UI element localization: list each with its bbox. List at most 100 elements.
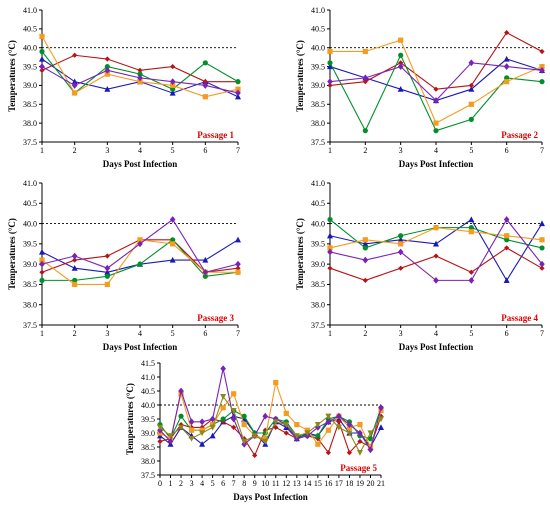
x-tick-label: 1: [169, 479, 173, 488]
series-4: [327, 225, 545, 251]
y-tick-label: 38.0: [311, 301, 325, 310]
y-tick-label: 39.0: [23, 81, 37, 90]
data-point: [170, 241, 176, 247]
data-point: [362, 277, 368, 283]
data-point: [468, 86, 475, 92]
data-point: [104, 56, 110, 62]
data-point: [504, 245, 510, 251]
data-point: [252, 452, 258, 458]
data-point: [39, 33, 45, 39]
data-point: [167, 433, 174, 439]
data-point: [468, 216, 475, 223]
data-point: [397, 86, 404, 92]
data-point: [325, 450, 331, 456]
x-tick-label: 6: [505, 329, 509, 338]
y-tick-label: 40.5: [311, 199, 325, 208]
y-tick-label: 38.5: [311, 280, 325, 289]
y-tick-label: 39.5: [311, 62, 325, 71]
data-point: [230, 415, 237, 423]
data-point: [468, 229, 474, 235]
data-point: [262, 438, 269, 445]
data-point: [235, 269, 241, 275]
passage-label: Passage 1: [197, 130, 234, 140]
data-point: [235, 260, 241, 268]
data-point: [362, 128, 368, 134]
data-point: [362, 256, 369, 264]
y-tick-label: 38.5: [23, 100, 37, 109]
data-point: [539, 265, 545, 271]
y-tick-label: 41.0: [311, 179, 325, 188]
data-point: [169, 256, 176, 263]
x-tick-label: 0: [158, 479, 162, 488]
y-tick-label: 40.0: [141, 401, 155, 410]
data-point: [235, 236, 241, 243]
data-point: [235, 89, 241, 97]
data-point: [378, 404, 384, 412]
data-point: [398, 265, 404, 271]
data-point: [137, 240, 143, 248]
data-point: [378, 416, 384, 423]
y-tick-label: 40.5: [311, 25, 325, 34]
x-tick-label: 1: [328, 146, 332, 155]
data-point: [362, 245, 368, 251]
series-4: [327, 37, 545, 126]
passage-label: Passage 5: [340, 463, 377, 473]
data-point: [357, 438, 363, 444]
y-tick-label: 39.5: [141, 415, 155, 424]
data-point: [327, 248, 333, 256]
data-point: [362, 240, 369, 247]
data-point: [293, 433, 300, 439]
x-tick-label: 2: [73, 329, 77, 338]
data-point: [202, 60, 208, 66]
y-tick-label: 40.5: [23, 25, 37, 34]
data-point: [503, 277, 510, 283]
data-point: [170, 82, 176, 89]
x-tick-label: 6: [203, 329, 207, 338]
data-point: [503, 55, 510, 62]
x-axis-label: Days Post Infection: [399, 159, 474, 169]
data-point: [39, 260, 45, 268]
data-point: [539, 220, 545, 227]
passage-label: Passage 2: [501, 130, 538, 140]
data-point: [362, 237, 368, 243]
chart-panel-3: 37.5 38.0 38.5 39.0 39.5 40.0 40.5 41.0 1 2 3 4 5 6 7 D…: [7, 179, 241, 352]
y-tick-label: 39.0: [141, 429, 155, 438]
x-tick-label: 7: [540, 146, 544, 155]
series-3: [39, 48, 241, 96]
data-point: [178, 413, 184, 419]
data-point: [202, 82, 209, 89]
data-point: [327, 63, 333, 70]
data-point: [170, 237, 176, 243]
data-point: [178, 422, 184, 428]
data-point: [169, 78, 176, 86]
x-tick-label: 3: [399, 146, 403, 155]
data-point: [104, 253, 110, 259]
data-point: [433, 128, 439, 134]
data-point: [325, 427, 331, 433]
data-point: [72, 277, 78, 283]
x-tick-label: 2: [363, 329, 367, 338]
data-point: [71, 265, 78, 271]
data-point: [294, 422, 300, 428]
data-point: [39, 55, 45, 62]
x-tick-label: 21: [377, 479, 385, 488]
x-tick-label: 5: [469, 329, 473, 338]
data-point: [39, 257, 45, 263]
data-point: [202, 94, 208, 100]
data-point: [199, 427, 205, 433]
x-tick-label: 18: [345, 479, 353, 488]
x-tick-label: 8: [242, 479, 246, 488]
x-tick-label: 7: [236, 329, 240, 338]
data-point: [327, 60, 333, 66]
x-tick-label: 7: [236, 146, 240, 155]
x-tick-label: 6: [203, 146, 207, 155]
y-tick-label: 37.5: [23, 138, 37, 147]
x-tick-label: 7: [540, 329, 544, 338]
data-point: [433, 225, 439, 231]
data-point: [39, 277, 45, 283]
data-point: [367, 436, 374, 442]
y-tick-label: 37.5: [311, 138, 325, 147]
data-point: [235, 265, 241, 271]
y-axis-label: Temperatures (°C): [295, 40, 305, 112]
